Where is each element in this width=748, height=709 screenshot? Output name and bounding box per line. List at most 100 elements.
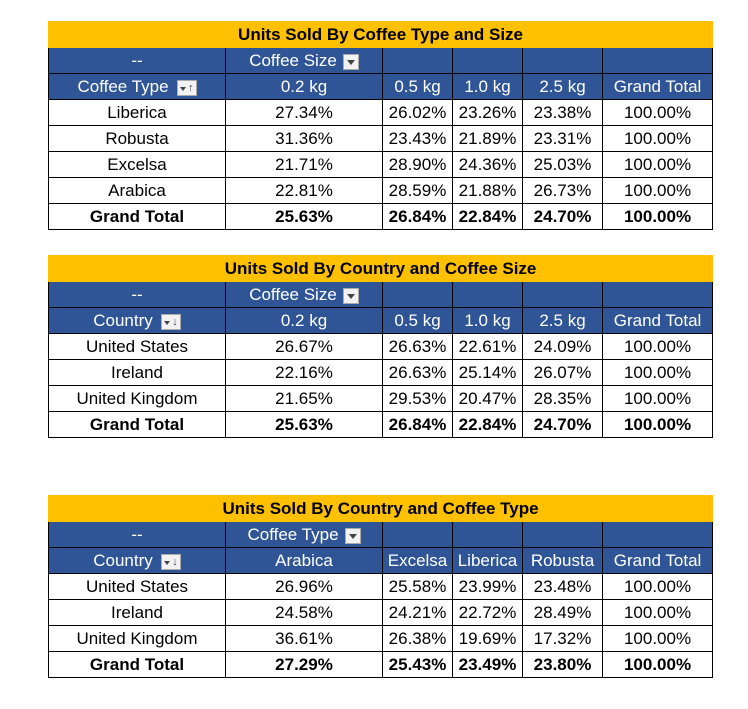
value-cell[interactable]: 23.99% — [452, 573, 523, 600]
sort-dropdown-icon[interactable]: ↑ — [176, 79, 197, 96]
column-field-header[interactable]: Coffee Type — [225, 521, 383, 548]
column-field-header[interactable]: Coffee Size — [225, 47, 383, 74]
column-header: Grand Total — [601, 73, 714, 100]
row-label[interactable]: Ireland — [48, 359, 226, 386]
value-cell[interactable]: 21.89% — [452, 125, 523, 152]
value-cell[interactable]: 100.00% — [601, 99, 714, 126]
value-cell[interactable]: 19.69% — [452, 625, 523, 652]
row-label[interactable]: Robusta — [48, 125, 226, 152]
value-cell[interactable]: 100.00% — [601, 333, 714, 360]
value-cell[interactable]: 21.71% — [225, 151, 383, 178]
value-cell[interactable]: 36.61% — [225, 625, 383, 652]
value-cell[interactable]: 100.00% — [601, 599, 714, 626]
pivot-table-country-size: Units Sold By Country and Coffee Size --… — [47, 255, 714, 438]
row-label[interactable]: United Kingdom — [48, 625, 226, 652]
value-cell[interactable]: 22.16% — [225, 359, 383, 386]
value-cell[interactable]: 27.34% — [225, 99, 383, 126]
total-cell[interactable]: 26.84% — [382, 411, 453, 438]
value-cell[interactable]: 24.21% — [382, 599, 453, 626]
value-cell[interactable]: 29.53% — [382, 385, 453, 412]
value-cell[interactable]: 100.00% — [601, 359, 714, 386]
column-header: 0.2 kg — [225, 73, 383, 100]
value-cell[interactable]: 31.36% — [225, 125, 383, 152]
row-label[interactable]: Arabica — [48, 177, 226, 204]
total-cell[interactable]: 25.43% — [382, 651, 453, 678]
total-cell[interactable]: 27.29% — [225, 651, 383, 678]
grand-total-label[interactable]: Grand Total — [48, 203, 226, 230]
value-cell[interactable]: 100.00% — [601, 573, 714, 600]
value-cell[interactable]: 24.58% — [225, 599, 383, 626]
value-cell[interactable]: 25.14% — [452, 359, 523, 386]
value-cell[interactable]: 17.32% — [522, 625, 603, 652]
row-label[interactable]: United States — [48, 333, 226, 360]
value-cell[interactable]: 28.35% — [522, 385, 603, 412]
value-cell[interactable]: 26.38% — [382, 625, 453, 652]
value-cell[interactable]: 100.00% — [601, 151, 714, 178]
total-cell[interactable]: 25.63% — [225, 203, 383, 230]
value-cell[interactable]: 28.49% — [522, 599, 603, 626]
column-field-label: Coffee Size — [249, 51, 337, 70]
row-field-header[interactable]: Country ↓ — [48, 547, 226, 574]
grand-total-label[interactable]: Grand Total — [48, 651, 226, 678]
total-cell[interactable]: 22.84% — [452, 411, 523, 438]
value-cell[interactable]: 100.00% — [601, 385, 714, 412]
value-cell[interactable]: 23.31% — [522, 125, 603, 152]
row-label[interactable]: Liberica — [48, 99, 226, 126]
total-cell[interactable]: 100.00% — [601, 651, 714, 678]
value-cell[interactable]: 23.26% — [452, 99, 523, 126]
value-cell[interactable]: 100.00% — [601, 177, 714, 204]
filter-dropdown-icon[interactable] — [342, 53, 359, 70]
column-field-label: Coffee Type — [247, 525, 339, 544]
filter-dropdown-icon[interactable] — [342, 287, 359, 304]
total-cell[interactable]: 22.84% — [452, 203, 523, 230]
value-cell[interactable]: 26.63% — [382, 359, 453, 386]
total-cell[interactable]: 23.49% — [452, 651, 523, 678]
sort-dropdown-icon[interactable]: ↓ — [160, 553, 181, 570]
value-cell[interactable]: 21.88% — [452, 177, 523, 204]
column-header: Arabica — [225, 547, 383, 574]
value-cell[interactable]: 100.00% — [601, 125, 714, 152]
column-field-header[interactable]: Coffee Size — [225, 281, 383, 308]
grand-total-label[interactable]: Grand Total — [48, 411, 226, 438]
table-row: Ireland 24.58% 24.21% 22.72% 28.49% 100.… — [48, 599, 714, 626]
value-cell[interactable]: 26.07% — [522, 359, 603, 386]
value-cell[interactable]: 23.38% — [522, 99, 603, 126]
total-cell[interactable]: 24.70% — [522, 203, 603, 230]
value-cell[interactable]: 21.65% — [225, 385, 383, 412]
value-cell[interactable]: 23.48% — [522, 573, 603, 600]
value-cell[interactable]: 28.90% — [382, 151, 453, 178]
row-field-header[interactable]: Country ↓ — [48, 307, 226, 334]
column-header: Grand Total — [601, 307, 714, 334]
value-cell[interactable]: 26.67% — [225, 333, 383, 360]
row-label[interactable]: Excelsa — [48, 151, 226, 178]
value-cell[interactable]: 100.00% — [601, 625, 714, 652]
value-cell[interactable]: 28.59% — [382, 177, 453, 204]
table-row: United Kingdom 21.65% 29.53% 20.47% 28.3… — [48, 385, 714, 412]
row-label[interactable]: Ireland — [48, 599, 226, 626]
total-cell[interactable]: 25.63% — [225, 411, 383, 438]
value-cell[interactable]: 24.36% — [452, 151, 523, 178]
value-cell[interactable]: 26.73% — [522, 177, 603, 204]
pivot-title: Units Sold By Country and Coffee Size — [47, 255, 714, 282]
value-cell[interactable]: 22.81% — [225, 177, 383, 204]
total-cell[interactable]: 100.00% — [601, 411, 714, 438]
value-cell[interactable]: 26.02% — [382, 99, 453, 126]
sort-dropdown-icon[interactable]: ↓ — [160, 313, 181, 330]
value-cell[interactable]: 23.43% — [382, 125, 453, 152]
total-cell[interactable]: 26.84% — [382, 203, 453, 230]
row-field-header[interactable]: Coffee Type ↑ — [48, 73, 226, 100]
value-cell[interactable]: 22.72% — [452, 599, 523, 626]
value-cell[interactable]: 20.47% — [452, 385, 523, 412]
value-cell[interactable]: 25.58% — [382, 573, 453, 600]
filter-dropdown-icon[interactable] — [344, 527, 361, 544]
value-cell[interactable]: 25.03% — [522, 151, 603, 178]
total-cell[interactable]: 24.70% — [522, 411, 603, 438]
value-cell[interactable]: 24.09% — [522, 333, 603, 360]
value-cell[interactable]: 26.96% — [225, 573, 383, 600]
value-cell[interactable]: 22.61% — [452, 333, 523, 360]
row-label[interactable]: United States — [48, 573, 226, 600]
row-label[interactable]: United Kingdom — [48, 385, 226, 412]
total-cell[interactable]: 100.00% — [601, 203, 714, 230]
value-cell[interactable]: 26.63% — [382, 333, 453, 360]
total-cell[interactable]: 23.80% — [522, 651, 603, 678]
